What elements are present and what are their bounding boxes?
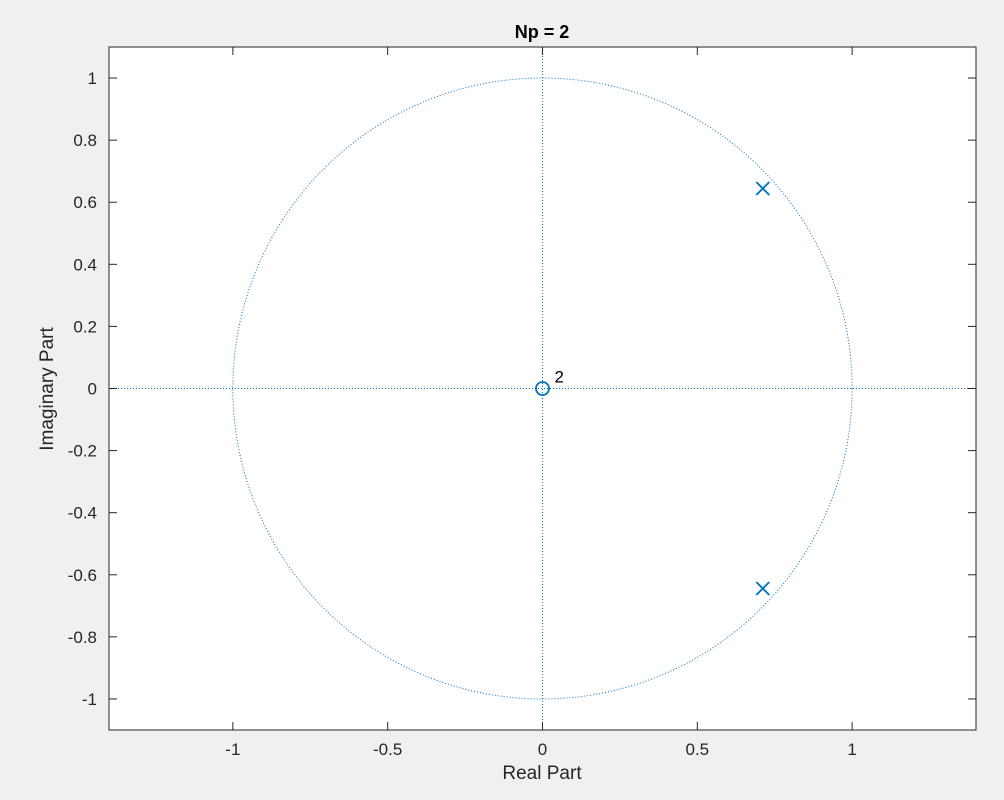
pole-marker-stroke [755,581,770,596]
y-axis-label: Imaginary Part [37,327,58,451]
y-tick-label: -0.6 [68,566,97,585]
y-tick-label: -0.2 [68,442,97,461]
x-tick-label: 0 [538,740,547,759]
zero-multiplicity-label: 2 [555,368,564,387]
pole-marker [755,581,770,596]
y-tick-label: -0.8 [68,628,97,647]
zero-marker [535,381,550,396]
x-tick-label: 1 [847,740,856,759]
y-axis-ticks: -1 -0.8 -0.6 -0.4 -0.2 0 0.2 0.4 0.6 0.8 1 [68,69,976,709]
pole-zero-markers: 2 [535,181,770,596]
y-tick-label: 0.8 [73,131,97,150]
pole-marker-stroke [755,181,770,196]
x-tick-label: 0.5 [686,740,710,759]
y-tick-label: 0.4 [73,255,97,274]
pole-marker [755,181,770,196]
chart-title: Np = 2 [515,22,570,42]
y-tick-label: -0.4 [68,504,97,523]
unit-circle [232,77,853,700]
y-tick-label: 0 [88,380,97,399]
reference-lines [109,47,976,730]
x-axis-label: Real Part [502,763,582,784]
y-tick-label: -1 [82,690,97,709]
y-tick-label: 0.6 [73,193,97,212]
x-tick-label: -0.5 [373,740,402,759]
y-tick-label: 0.2 [73,317,97,336]
x-tick-label: -1 [225,740,240,759]
x-axis-ticks: -1 -0.5 0 0.5 1 [225,47,857,759]
y-tick-label: 1 [88,69,97,88]
